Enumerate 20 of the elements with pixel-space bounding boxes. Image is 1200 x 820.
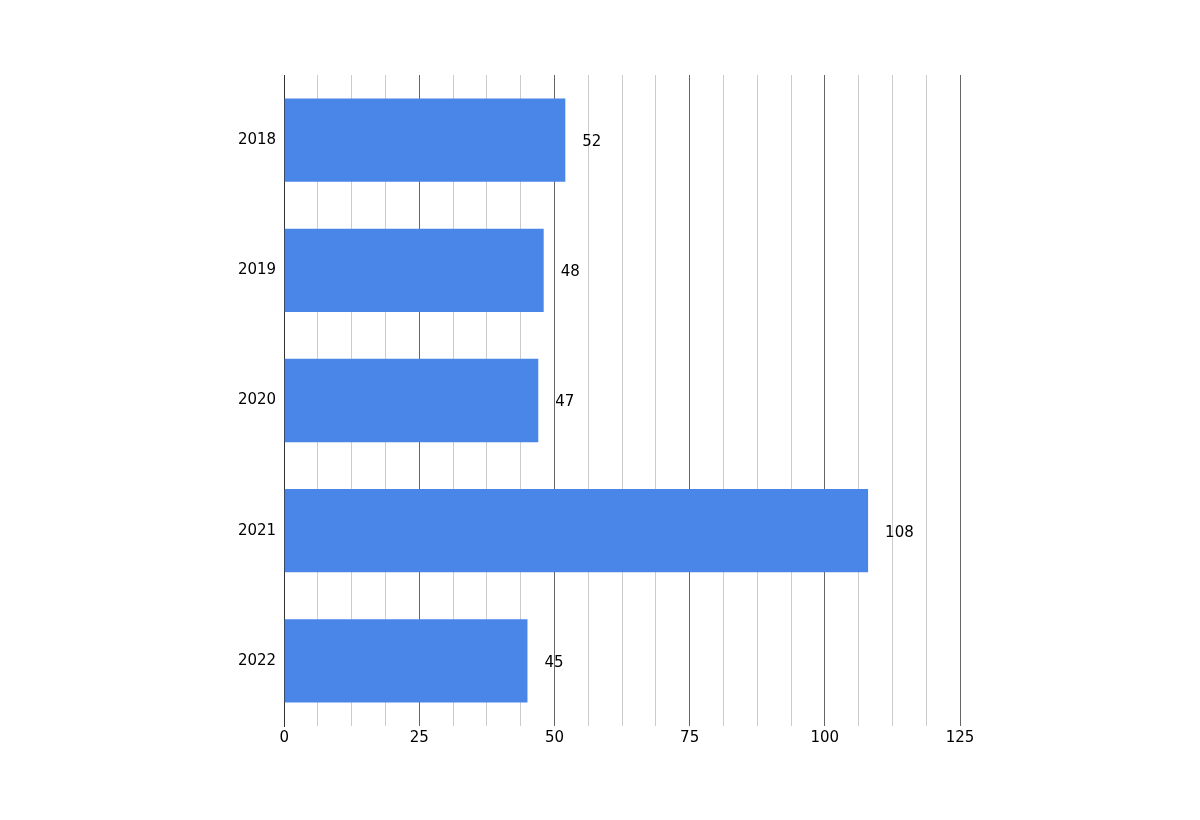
bar <box>284 228 544 312</box>
y-tick-label: 2022 <box>237 650 277 669</box>
y-tick-label: 2020 <box>237 390 277 409</box>
x-tick-label: 0 <box>279 727 289 746</box>
y-tick-label: 2019 <box>237 260 277 279</box>
data-label: 108 <box>885 522 914 541</box>
data-label: 47 <box>555 392 575 411</box>
bar <box>284 98 566 182</box>
x-tick-label: 50 <box>544 727 565 746</box>
data-label: 48 <box>560 262 580 281</box>
x-tick-label: 75 <box>680 727 700 746</box>
data-label: 52 <box>582 131 602 150</box>
bar <box>284 489 869 573</box>
x-tick-label: 25 <box>409 727 429 746</box>
bar <box>284 619 528 703</box>
bar <box>284 358 539 443</box>
y-tick-label: 2018 <box>237 129 277 148</box>
x-tick-label: 100 <box>810 727 840 746</box>
y-tick-label: 2021 <box>237 520 277 539</box>
x-tick-label: 125 <box>945 727 975 746</box>
